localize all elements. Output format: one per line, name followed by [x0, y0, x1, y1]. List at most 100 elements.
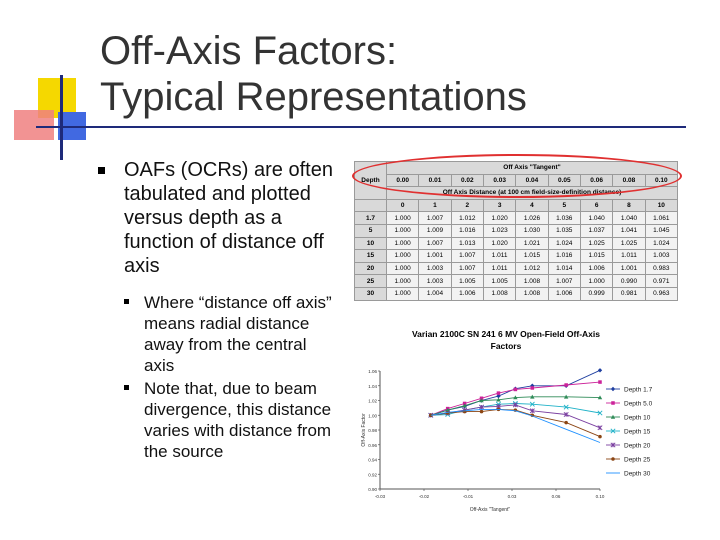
table-cell: 1.007	[450, 249, 484, 263]
data-point	[529, 408, 535, 414]
data-point	[610, 428, 616, 434]
sub-bullet-text: Note that, due to beam divergence, this …	[144, 379, 332, 461]
decorative-vertical-rule	[60, 75, 63, 160]
table-cell: 1.061	[644, 211, 679, 225]
data-point	[512, 402, 518, 408]
table-cell: 1.024	[547, 236, 581, 251]
data-point	[610, 414, 616, 419]
depth-cell: 5	[354, 223, 387, 238]
y-axis-label: Off-Axis Factor	[361, 413, 367, 447]
depth-cell: 25	[354, 274, 387, 288]
distance-header-cell: 5	[547, 198, 581, 213]
y-tick-label: 0.92	[368, 472, 377, 477]
table-cell: 1.007	[418, 236, 452, 251]
table-cell: 1.014	[547, 261, 581, 276]
data-point	[597, 395, 603, 400]
table-row: 30 1.000 1.004 1.006 1.008 1.008 1.006 0.999 0.9…	[354, 286, 679, 301]
data-point	[513, 395, 518, 400]
slide-title: Off-Axis Factors: Typical Representation…	[100, 28, 660, 120]
table-cell: 1.015	[579, 249, 614, 263]
sub-bullet: Note that, due to beam divergence, this …	[124, 378, 338, 462]
table-cell: 1.040	[579, 211, 614, 225]
distance-header-cell: 4	[515, 198, 549, 213]
table-cell: 1.009	[418, 223, 452, 238]
table-header-row: 0 1 2 3 4 5 6 8 10	[354, 198, 679, 213]
bullet-square-icon	[124, 299, 129, 304]
table-cell: 1.003	[418, 261, 452, 276]
table-cell: 1.036	[547, 211, 581, 225]
data-point	[462, 401, 467, 406]
distance-header-cell: 0	[385, 198, 420, 213]
distance-header-cell: 8	[612, 198, 646, 213]
table-cell: 1.000	[385, 249, 420, 263]
legend-label: Depth 5.0	[624, 401, 653, 408]
table-cell: 1.041	[612, 223, 646, 238]
legend-label: Depth 30	[624, 471, 651, 478]
table-row: 15 1.000 1.001 1.007 1.011 1.015 1.016 1.015 1.0…	[354, 249, 679, 263]
data-point	[598, 434, 602, 439]
data-point	[529, 401, 535, 407]
table-cell: 0.981	[612, 286, 646, 301]
highlight-oval	[352, 154, 682, 198]
x-tick-label: -0.02	[419, 494, 430, 499]
table-cell: 1.008	[482, 286, 517, 301]
data-point	[597, 410, 603, 416]
chart-title: Factors	[491, 341, 522, 351]
data-point	[479, 404, 485, 410]
distance-header-cell: 1	[418, 198, 452, 213]
distance-header-cell: 3	[482, 198, 517, 213]
blank-header-cell	[354, 198, 387, 213]
slide-title-line2: Typical Representations	[100, 75, 527, 119]
y-tick-label: 0.90	[368, 487, 377, 492]
table-cell: 1.011	[482, 261, 517, 276]
distance-header-cell: 2	[450, 198, 484, 213]
table-cell: 1.020	[482, 236, 517, 251]
table-cell: 1.000	[385, 236, 420, 251]
data-point	[530, 394, 535, 399]
table-cell: 1.006	[450, 286, 484, 301]
y-tick-label: 0.96	[368, 443, 377, 448]
legend-label: Depth 25	[624, 457, 651, 464]
table-cell: 1.035	[547, 223, 581, 238]
table-cell: 1.007	[418, 211, 452, 225]
y-tick-label: 1.02	[368, 399, 377, 404]
table-cell: 1.012	[450, 211, 484, 225]
data-point	[563, 404, 569, 410]
table-cell: 1.023	[482, 223, 517, 238]
slide-title-line1: Off-Axis Factors:	[100, 29, 398, 73]
depth-cell: 30	[354, 286, 387, 301]
table-row: 1.7 1.000 1.007 1.012 1.020 1.026 1.036 1.040 1.…	[354, 211, 679, 225]
table-cell: 1.045	[644, 223, 679, 238]
data-point	[610, 386, 616, 392]
sub-bullet-list: Where “distance off axis” means radial d…	[124, 292, 338, 462]
data-point	[479, 409, 484, 414]
depth-cell: 10	[354, 236, 387, 251]
x-tick-label: -0.03	[375, 494, 386, 499]
table-cell: 1.006	[547, 286, 581, 301]
data-point	[597, 425, 603, 431]
table-cell: 1.003	[644, 249, 679, 263]
depth-cell: 15	[354, 249, 387, 263]
table-cell: 1.000	[385, 286, 420, 301]
table-cell: 0.990	[612, 274, 646, 288]
data-point	[611, 457, 615, 461]
table-cell: 1.012	[515, 261, 549, 276]
table-cell: 1.026	[515, 211, 549, 225]
depth-cell: 1.7	[354, 211, 387, 225]
data-point	[479, 398, 484, 403]
data-point	[462, 403, 467, 408]
y-tick-label: 1.04	[368, 384, 377, 389]
series-line	[430, 408, 601, 443]
x-tick-label: 0.06	[552, 494, 561, 499]
table-cell: 1.001	[418, 249, 452, 263]
table-cell: 1.004	[418, 286, 452, 301]
data-point	[563, 394, 569, 399]
bullet-square-icon	[98, 167, 105, 174]
table-cell: 1.011	[482, 249, 517, 263]
data-point	[495, 401, 501, 407]
table-cell: 1.011	[612, 249, 646, 263]
depth-cell: 20	[354, 261, 387, 276]
data-point	[598, 380, 602, 384]
table-row: 5 1.000 1.009 1.016 1.023 1.030 1.035 1.037 1.04…	[354, 223, 679, 238]
chart-title: Varian 2100C SN 241 6 MV Open-Field Off-…	[412, 329, 600, 339]
